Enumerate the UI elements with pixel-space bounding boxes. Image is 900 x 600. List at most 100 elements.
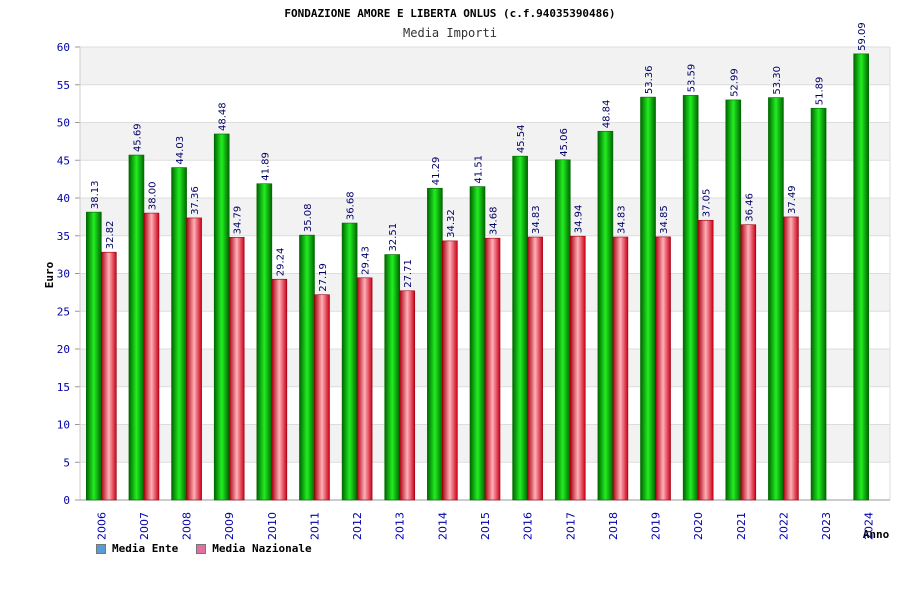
data-label: 34.83 [531,205,542,234]
data-label: 34.32 [446,209,457,238]
y-tick-label: 45 [57,154,70,167]
data-label: 38.00 [147,181,158,210]
x-tick-label: 2009 [223,512,236,540]
data-label: 51.89 [815,77,826,106]
legend-swatch-media-ente [96,543,106,554]
bar-media-ente [725,99,742,501]
data-label: 34.85 [659,205,670,234]
y-tick-label: 20 [57,343,70,356]
y-tick-label: 0 [63,494,70,507]
x-tick-label: 2014 [436,512,449,540]
x-tick-label: 2007 [138,512,151,540]
bar-media-ente [384,254,401,501]
data-label: 29.24 [275,248,286,277]
legend: Media Ente Media Nazionale [96,542,312,555]
data-label: 34.83 [616,205,627,234]
y-tick-label: 35 [57,230,70,243]
chart-subtitle: Media Importi [403,26,497,40]
bar-media-nazionale [442,240,458,501]
x-tick-label: 2020 [692,512,705,540]
bar-media-ente [213,133,230,501]
data-label: 59.09 [857,22,868,51]
data-label: 32.51 [388,223,399,252]
data-label: 44.03 [175,136,186,165]
legend-item-media-nazionale: Media Nazionale [196,542,312,555]
data-label: 41.89 [260,152,271,181]
data-label: 45.06 [559,128,570,157]
bar-media-nazionale [186,217,202,501]
x-tick-label: 2019 [650,512,663,540]
bar-media-ente [682,95,699,501]
data-label: 27.19 [318,263,329,292]
x-tick-label: 2021 [735,512,748,540]
bar-media-ente [853,53,869,501]
x-tick-label: 2018 [607,512,620,540]
bar-media-ente [554,159,571,501]
data-label: 45.54 [516,125,527,154]
data-label: 34.94 [574,205,585,234]
data-label: 37.49 [787,185,798,214]
bar-media-nazionale [399,290,416,501]
x-tick-label: 2011 [308,512,321,540]
legend-label-media-nazionale: Media Nazionale [212,542,312,555]
x-tick-label: 2013 [394,512,407,540]
data-label: 38.13 [90,180,101,209]
data-label: 36.46 [744,193,755,222]
bar-media-nazionale [228,237,245,501]
bar-media-ente [341,222,358,501]
bar-media-ente [768,97,784,501]
data-label: 53.36 [644,65,655,94]
bar-media-ente [171,167,187,501]
legend-label-media-ente: Media Ente [112,542,179,555]
x-tick-label: 2008 [181,512,194,540]
bar-media-ente [597,130,614,501]
x-tick-label: 2006 [95,512,108,540]
data-label: 45.69 [132,123,143,152]
bar-media-nazionale [783,216,799,501]
data-label: 41.51 [474,155,485,184]
bar-media-ente [299,234,315,501]
x-tick-label: 2017 [564,512,577,540]
bar-media-nazionale [356,277,373,501]
data-label: 35.08 [303,204,314,233]
data-label: 34.68 [489,207,500,236]
bar-media-ente [512,155,528,501]
x-tick-label: 2022 [777,512,790,540]
data-label: 36.68 [346,191,357,220]
bar-media-ente [256,183,273,501]
bar-media-nazionale [101,251,117,501]
y-tick-label: 50 [57,117,70,130]
bar-media-nazionale [484,237,501,501]
bar-media-nazionale [697,219,714,501]
bar-media-nazionale [740,224,757,501]
legend-swatch-media-nazionale [196,543,207,554]
bar-media-nazionale [271,278,288,501]
data-label: 41.29 [431,157,442,186]
data-label: 52.99 [729,68,740,97]
y-tick-label: 25 [57,305,70,318]
x-tick-label: 2012 [351,512,364,540]
data-label: 48.48 [218,102,229,131]
data-label: 34.79 [233,206,244,235]
x-axis-label: Anno [863,528,890,541]
data-label: 53.30 [772,66,783,95]
y-tick-label: 55 [57,79,70,92]
bar-media-ente [469,186,486,501]
bar-media-nazionale [527,236,543,501]
bar-media-ente [810,107,827,501]
data-label: 32.82 [105,221,116,250]
bar-media-ente [427,187,443,501]
y-tick-label: 5 [63,456,70,469]
plot-area: 0 5 10 15 20 25 30 35 40 45 50 55 60 38.13 32.82 2006 45… [57,22,891,540]
x-tick-label: 2024 [863,512,876,540]
x-tick-label: 2023 [820,512,833,540]
y-tick-label: 30 [57,268,70,281]
bar-media-nazionale [314,294,330,501]
bar-media-ente [86,211,102,501]
data-label: 37.36 [190,186,201,215]
y-tick-label: 10 [57,419,70,432]
y-tick-label: 60 [57,41,70,54]
bar-media-ente [640,96,656,501]
x-tick-label: 2015 [479,512,492,540]
